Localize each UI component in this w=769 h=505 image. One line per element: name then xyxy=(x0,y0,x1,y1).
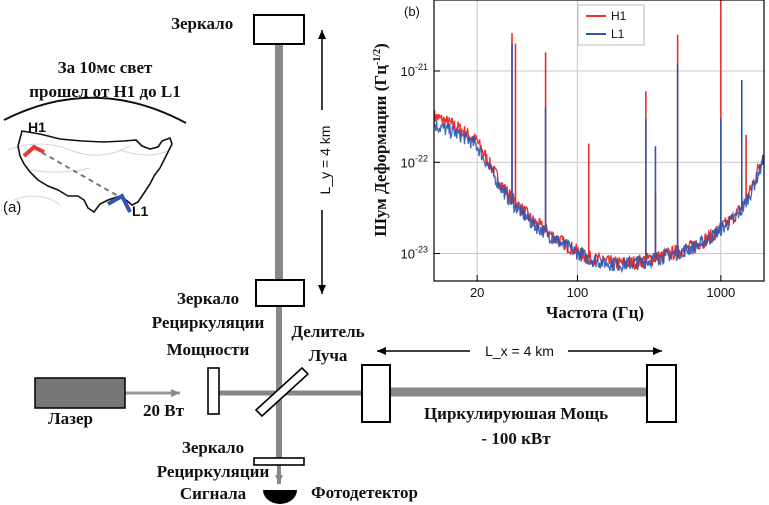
mirror-y-input xyxy=(255,279,305,307)
photodetector-label: Фотодетектор xyxy=(311,483,418,502)
plot-frame xyxy=(433,0,765,282)
bs-label-line-1: Делитель xyxy=(291,322,365,341)
x-tick-label: 100 xyxy=(567,285,589,300)
caption-line-1: За 10мс свет xyxy=(57,58,153,77)
h1-site-label: H1 xyxy=(28,119,46,135)
chart-y-axis-label-group: Шум Деформации (Гц-1/2) xyxy=(371,43,390,237)
chart-series-group xyxy=(434,0,764,274)
photodetector-icon xyxy=(263,490,297,504)
lx-arm-label: L_x = 4 km xyxy=(485,343,554,359)
us-map-panel xyxy=(3,96,187,214)
legend-label-h1: H1 xyxy=(611,9,627,23)
chart-x-axis-label: Частота (Гц) xyxy=(546,303,644,322)
earth-curvature-arc xyxy=(3,96,187,124)
map-faint-lines xyxy=(7,143,171,206)
mirror-y-label: Зеркало xyxy=(171,14,234,33)
chart-ticks: 10-23 10-22 10-21 20 100 1000 xyxy=(401,62,736,300)
circulating-power-line-2: - 100 кВт xyxy=(481,429,551,448)
bs-label-line-2: Луча xyxy=(308,346,348,365)
prm-label-line-2: Рециркуляции xyxy=(151,313,265,332)
l1-marker xyxy=(107,193,132,213)
caption-line-2: прошел от H1 до L1 xyxy=(29,82,181,101)
mirror-x-input xyxy=(361,364,391,423)
strain-noise-chart: 10-23 10-22 10-21 20 100 1000 H1 L1 (b) Часто… xyxy=(371,0,765,322)
signal-recycling-mirror xyxy=(253,457,305,466)
ly-arm-label: L_y = 4 km xyxy=(317,125,333,195)
circulating-power-line-1: Циркулируюшая Мощь xyxy=(423,404,609,423)
chart-legend: H1 L1 xyxy=(577,4,645,46)
y-tick-label: 10-22 xyxy=(401,153,428,170)
srm-label-line-2: Рециркуляции xyxy=(156,462,270,481)
prm-label-line-3: Мощности xyxy=(166,340,250,359)
l1-site-label: L1 xyxy=(132,203,149,219)
y-tick-label: 10-23 xyxy=(401,245,428,262)
power-recycling-mirror xyxy=(207,367,220,415)
laser-label: Лазер xyxy=(48,409,93,428)
us-outline xyxy=(17,130,173,214)
beam-splitter xyxy=(254,366,310,418)
srm-label-line-3: Сигнала xyxy=(179,484,247,503)
chart-y-axis-label: Шум Деформации (Гц-1/2) xyxy=(371,43,390,237)
srm-label-line-1: Зеркало xyxy=(181,438,245,457)
x-tick-label: 1000 xyxy=(706,285,735,300)
series-l1-curve xyxy=(434,120,764,274)
legend-box xyxy=(577,4,645,46)
mirror-x-end xyxy=(646,364,677,423)
laser-box xyxy=(34,377,126,409)
legend-label-l1: L1 xyxy=(611,27,625,41)
input-power-label: 20 Вт xyxy=(143,401,184,420)
y-tick-label: 10-21 xyxy=(401,62,428,79)
chart-panel-label: (b) xyxy=(404,4,420,19)
h1-marker xyxy=(22,144,45,158)
x-tick-label: 20 xyxy=(470,285,484,300)
panel-a-label: (a) xyxy=(3,199,22,216)
prm-label-line-1: Зеркало xyxy=(176,289,240,308)
interferometer-diagram xyxy=(34,14,677,504)
h1-l1-dashed-path xyxy=(33,147,119,197)
mirror-y-end xyxy=(253,14,305,45)
